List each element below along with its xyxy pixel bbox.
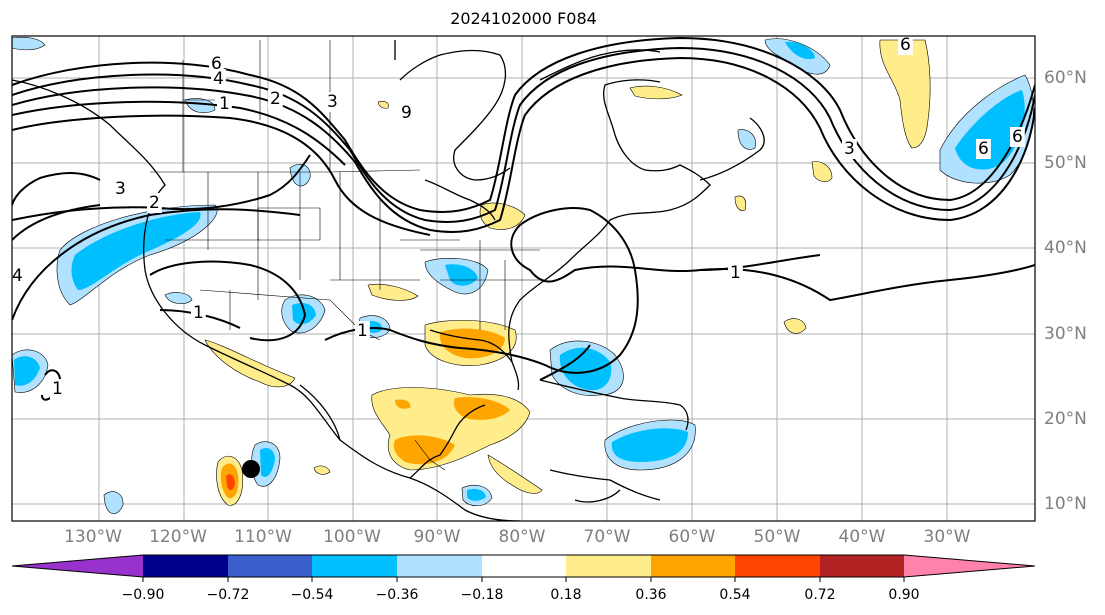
contour-label-halo bbox=[268, 89, 283, 109]
colorbar-tick-label: −0.90 bbox=[121, 587, 165, 603]
longitude-label: 70°W bbox=[583, 527, 631, 547]
latitude-label: 60°N bbox=[1044, 68, 1087, 88]
latitude-label: 10°N bbox=[1044, 494, 1087, 514]
latitude-label: 20°N bbox=[1044, 409, 1087, 429]
longitude-label: 60°W bbox=[668, 527, 716, 547]
contour-label: 6 bbox=[1012, 127, 1023, 147]
contour-label-halo bbox=[355, 321, 370, 341]
colorbar-swatch bbox=[397, 555, 482, 577]
longitude-label: 30°W bbox=[923, 527, 971, 547]
colorbar-tick-label: 0.72 bbox=[804, 587, 836, 603]
latitude-label: 40°N bbox=[1044, 238, 1087, 258]
storm-marker bbox=[242, 460, 260, 478]
contour-lines bbox=[12, 36, 1035, 401]
contour-label: 1 bbox=[52, 379, 63, 399]
longitude-label: 130°W bbox=[64, 527, 122, 547]
contour-label-halo bbox=[325, 92, 340, 112]
colorbar-swatch bbox=[651, 555, 735, 577]
colorbar-swatch bbox=[312, 555, 397, 577]
colorbar-tick-label: 0.54 bbox=[719, 587, 751, 603]
contour-label-halo bbox=[1010, 127, 1025, 147]
colorbar-extend-low bbox=[12, 555, 143, 577]
negative-anomaly-shading bbox=[12, 36, 1034, 514]
colorbar-swatch bbox=[566, 555, 651, 577]
contour-label: 9 bbox=[401, 103, 412, 123]
colorbar-swatch bbox=[735, 555, 820, 577]
colorbar-swatch bbox=[228, 555, 312, 577]
longitude-label: 100°W bbox=[323, 527, 381, 547]
contour-label: 4 bbox=[213, 69, 224, 89]
colorbar-swatch bbox=[482, 555, 566, 577]
political-borders bbox=[150, 40, 540, 471]
contour-label: 6 bbox=[900, 35, 911, 55]
contour-label-halo bbox=[976, 139, 991, 159]
longitude-label: 90°W bbox=[413, 527, 461, 547]
latitude-label: 30°N bbox=[1044, 324, 1087, 344]
latitude-label: 50°N bbox=[1044, 153, 1087, 173]
contour-label-halo bbox=[728, 263, 743, 283]
contour-label: 6 bbox=[978, 139, 989, 159]
contour-label: 2 bbox=[149, 193, 160, 213]
contour-label: 1 bbox=[193, 303, 204, 323]
colorbar-tick-label: 0.36 bbox=[635, 587, 667, 603]
colorbar-tick-label: −0.54 bbox=[290, 587, 334, 603]
colorbar-tick-label: 0.18 bbox=[550, 587, 582, 603]
contour-label: 4 bbox=[12, 266, 23, 286]
contour-label-halo bbox=[842, 139, 857, 159]
contour-label-halo bbox=[10, 266, 25, 286]
colorbar-tick-label: −0.18 bbox=[460, 587, 504, 603]
contour-label: 3 bbox=[327, 92, 338, 112]
contour-label-halo bbox=[399, 103, 414, 123]
colorbar-tick-label: −0.72 bbox=[206, 587, 250, 603]
longitude-label: 50°W bbox=[753, 527, 801, 547]
map-background bbox=[12, 36, 1035, 521]
contour-label: 6 bbox=[211, 54, 222, 74]
contour-label-halo bbox=[217, 94, 232, 114]
contour-label: 1 bbox=[730, 263, 741, 283]
contour-label-halo bbox=[191, 303, 206, 323]
colorbar-extend-high bbox=[904, 555, 1035, 577]
colorbar-tick-label: −0.36 bbox=[375, 587, 419, 603]
contour-label: 3 bbox=[115, 179, 126, 199]
longitude-label: 120°W bbox=[149, 527, 207, 547]
contour-label-halo bbox=[147, 193, 162, 213]
graticule bbox=[12, 36, 1035, 521]
contour-label: 1 bbox=[219, 94, 230, 114]
contour-label-halo bbox=[211, 69, 226, 89]
contour-label: 3 bbox=[844, 139, 855, 159]
contour-label: 2 bbox=[270, 89, 281, 109]
map-title: 2024102000 F084 bbox=[450, 9, 597, 28]
longitude-label: 40°W bbox=[838, 527, 886, 547]
contour-label-group: 6 4 2 1 3 2 3 4 1 1 1 9 1 6 3 6 6 bbox=[10, 35, 1025, 399]
contour-label: 1 bbox=[357, 321, 368, 341]
longitude-label: 80°W bbox=[498, 527, 546, 547]
colorbar bbox=[11, 554, 1036, 582]
longitude-label: 110°W bbox=[234, 527, 292, 547]
colorbar-tick-label: 0.90 bbox=[888, 587, 920, 603]
map-frame bbox=[11, 35, 1036, 522]
contour-label-halo bbox=[50, 379, 65, 399]
colorbar-swatch bbox=[143, 555, 228, 577]
contour-label-halo bbox=[898, 35, 913, 55]
contour-label-halo bbox=[113, 179, 128, 199]
colorbar-swatch bbox=[820, 555, 904, 577]
